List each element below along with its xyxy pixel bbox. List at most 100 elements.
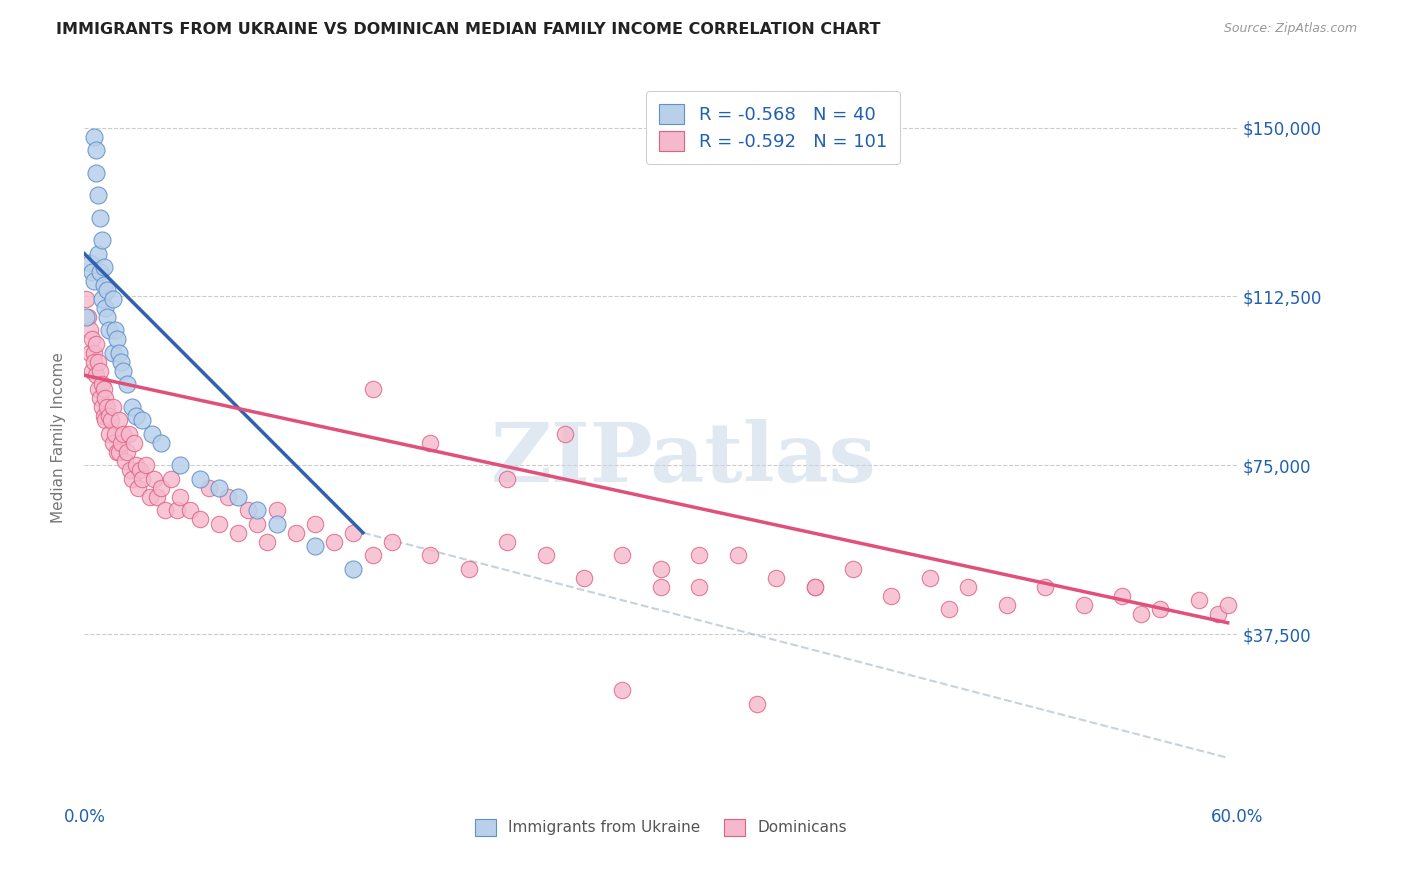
Point bbox=[995, 598, 1018, 612]
Point bbox=[103, 292, 124, 306]
Point bbox=[612, 548, 634, 562]
Point bbox=[108, 345, 131, 359]
Point bbox=[1130, 607, 1153, 621]
Point bbox=[87, 354, 110, 368]
Point bbox=[96, 310, 118, 324]
Point bbox=[304, 539, 326, 553]
Point bbox=[342, 562, 364, 576]
Point bbox=[75, 292, 97, 306]
Point bbox=[361, 382, 384, 396]
Point bbox=[121, 472, 143, 486]
Point bbox=[90, 233, 112, 247]
Point bbox=[1033, 580, 1056, 594]
Point bbox=[129, 463, 152, 477]
Point bbox=[1149, 602, 1171, 616]
Point bbox=[1216, 598, 1239, 612]
Text: ZIPatlas: ZIPatlas bbox=[491, 419, 876, 499]
Point bbox=[218, 490, 240, 504]
Point bbox=[111, 426, 134, 441]
Point bbox=[153, 503, 176, 517]
Point bbox=[246, 503, 269, 517]
Point bbox=[842, 562, 865, 576]
Point bbox=[572, 571, 595, 585]
Point bbox=[93, 382, 115, 396]
Point bbox=[146, 490, 169, 504]
Point bbox=[150, 435, 173, 450]
Point bbox=[114, 453, 136, 467]
Point bbox=[141, 426, 163, 441]
Point bbox=[246, 516, 269, 531]
Point bbox=[93, 278, 115, 293]
Point bbox=[803, 580, 825, 594]
Point bbox=[90, 377, 112, 392]
Point bbox=[111, 364, 134, 378]
Point bbox=[80, 364, 103, 378]
Point bbox=[496, 472, 519, 486]
Point bbox=[138, 490, 160, 504]
Point bbox=[84, 143, 107, 157]
Point bbox=[169, 458, 191, 473]
Point bbox=[98, 426, 121, 441]
Point bbox=[80, 332, 103, 346]
Point bbox=[918, 571, 941, 585]
Point bbox=[104, 426, 127, 441]
Point bbox=[304, 516, 326, 531]
Point bbox=[89, 211, 111, 225]
Point bbox=[361, 548, 384, 562]
Point bbox=[115, 444, 138, 458]
Text: IMMIGRANTS FROM UKRAINE VS DOMINICAN MEDIAN FAMILY INCOME CORRELATION CHART: IMMIGRANTS FROM UKRAINE VS DOMINICAN MED… bbox=[56, 22, 880, 37]
Point bbox=[727, 548, 749, 562]
Point bbox=[208, 481, 231, 495]
Point bbox=[87, 246, 110, 260]
Point bbox=[688, 548, 710, 562]
Point bbox=[745, 697, 768, 711]
Point bbox=[90, 292, 112, 306]
Point bbox=[104, 323, 127, 337]
Point bbox=[80, 265, 103, 279]
Point bbox=[554, 426, 576, 441]
Point bbox=[93, 260, 115, 275]
Point bbox=[266, 516, 288, 531]
Point bbox=[120, 463, 142, 477]
Point bbox=[110, 435, 132, 450]
Point bbox=[166, 503, 188, 517]
Point bbox=[125, 409, 148, 423]
Legend: Immigrants from Ukraine, Dominicans: Immigrants from Ukraine, Dominicans bbox=[464, 808, 858, 847]
Point bbox=[100, 413, 122, 427]
Point bbox=[84, 166, 107, 180]
Point bbox=[188, 512, 211, 526]
Point bbox=[284, 525, 307, 540]
Text: Source: ZipAtlas.com: Source: ZipAtlas.com bbox=[1223, 22, 1357, 36]
Point bbox=[226, 490, 249, 504]
Point bbox=[84, 368, 107, 383]
Point bbox=[1073, 598, 1095, 612]
Point bbox=[880, 589, 903, 603]
Point bbox=[226, 525, 249, 540]
Point bbox=[160, 472, 183, 486]
Point bbox=[124, 435, 146, 450]
Point bbox=[79, 255, 101, 269]
Point bbox=[117, 426, 139, 441]
Point bbox=[89, 391, 111, 405]
Point bbox=[121, 400, 143, 414]
Point bbox=[108, 413, 131, 427]
Point bbox=[208, 516, 231, 531]
Point bbox=[131, 472, 153, 486]
Point bbox=[83, 354, 105, 368]
Point bbox=[94, 413, 117, 427]
Point bbox=[87, 188, 110, 202]
Point bbox=[1206, 607, 1229, 621]
Point bbox=[179, 503, 201, 517]
Point bbox=[765, 571, 787, 585]
Point bbox=[105, 444, 128, 458]
Point bbox=[75, 310, 97, 324]
Point bbox=[496, 534, 519, 549]
Point bbox=[79, 345, 101, 359]
Point bbox=[98, 323, 121, 337]
Point bbox=[77, 310, 100, 324]
Point bbox=[103, 345, 124, 359]
Point bbox=[419, 548, 441, 562]
Point bbox=[323, 534, 346, 549]
Point bbox=[89, 364, 111, 378]
Point bbox=[110, 354, 132, 368]
